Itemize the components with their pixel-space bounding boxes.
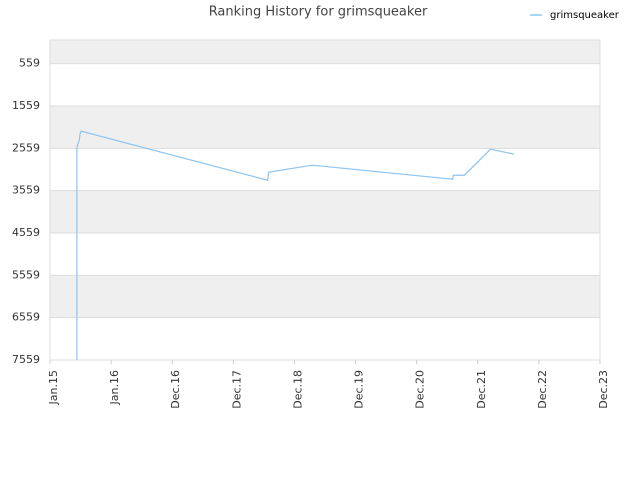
grid-band — [50, 275, 600, 318]
chart-title: Ranking History for grimsqueaker — [209, 5, 428, 20]
y-tick-label: 1559 — [12, 99, 40, 112]
x-tick-label: Dec.21 — [475, 370, 488, 409]
y-tick-label: 5559 — [12, 268, 40, 281]
x-tick-label: Dec.23 — [597, 370, 610, 409]
y-tick-label: 559 — [19, 57, 40, 70]
grid-band — [50, 232, 600, 276]
plot-border — [49, 39, 601, 361]
y-tick-label: 6559 — [12, 311, 40, 324]
grid-band — [50, 148, 600, 191]
grid-band — [50, 317, 600, 360]
x-tick-label: Dec.17 — [230, 370, 243, 409]
y-tick-label: 3559 — [12, 184, 40, 197]
line — [76, 130, 514, 360]
grid-band — [50, 105, 600, 149]
x-tick-label: Jan.16 — [108, 370, 121, 405]
grid-band — [50, 40, 600, 64]
y-tick-label: 7559 — [12, 353, 40, 366]
legend-label: grimsqueaker — [550, 10, 620, 21]
grid-band — [50, 63, 600, 106]
x-tick-label: Jan.15 — [47, 370, 60, 405]
x-tick-label: Dec.22 — [536, 370, 549, 409]
x-tick-label: Dec.16 — [169, 370, 182, 409]
x-tick-label: Dec.19 — [353, 370, 366, 409]
grid-band — [50, 190, 600, 233]
x-tick-label: Dec.18 — [291, 370, 304, 409]
y-tick-label: 4559 — [12, 226, 40, 239]
y-tick-label: 2559 — [12, 141, 40, 154]
x-tick-label: Dec.20 — [414, 370, 427, 409]
